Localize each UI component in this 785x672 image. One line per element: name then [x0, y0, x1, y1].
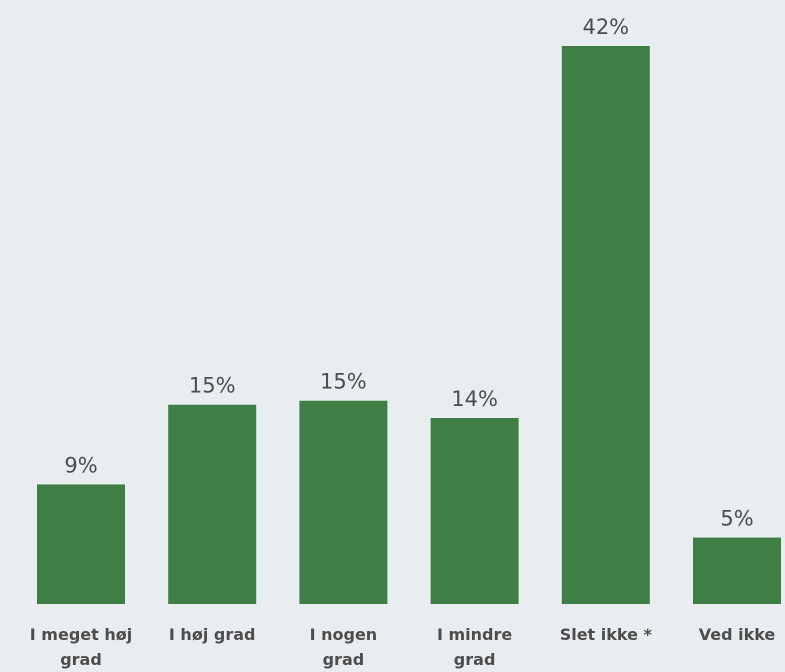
category-label-line: grad [60, 650, 102, 669]
category-label-i-meget-h-j-grad: I meget høj grad [30, 625, 132, 669]
bars-group [37, 46, 781, 604]
value-label-i-mindre-grad: 14% [451, 387, 498, 411]
category-label-ved-ikke: Ved ikke [699, 625, 776, 644]
category-label-i-mindre-grad: I mindre grad [437, 625, 512, 669]
category-label-line: Slet ikke * [560, 625, 653, 644]
value-label-i-h-j-grad: 15% [189, 374, 236, 398]
bar-i-meget-h-j-grad [37, 484, 125, 604]
category-label-slet-ikke: Slet ikke * [560, 625, 653, 644]
value-label-i-nogen-grad: 15% [320, 370, 367, 394]
category-label-line: Ved ikke [699, 625, 776, 644]
bar-i-mindre-grad [430, 418, 519, 604]
bar-i-h-j-grad [168, 404, 257, 604]
category-label-line: I nogen [310, 625, 378, 644]
bar-ved-ikke [693, 537, 781, 604]
category-label-line: grad [454, 650, 496, 669]
category-label-i-h-j-grad: I høj grad [169, 625, 256, 644]
category-label-line: I meget høj [30, 625, 132, 644]
value-label-ved-ikke: 5% [720, 507, 753, 531]
value-label-slet-ikke: 42% [582, 15, 629, 39]
bar-i-nogen-grad [299, 400, 388, 604]
category-label-i-nogen-grad: I nogen grad [310, 625, 378, 669]
bar-slet-ikke [561, 46, 650, 604]
value-label-i-meget-h-j-grad: 9% [64, 453, 97, 477]
value-labels-group: 9% 15% 15% 14% 42% 5% [64, 15, 753, 531]
category-label-line: grad [323, 650, 365, 669]
category-label-line: I høj grad [169, 625, 256, 644]
category-label-line: I mindre [437, 625, 512, 644]
